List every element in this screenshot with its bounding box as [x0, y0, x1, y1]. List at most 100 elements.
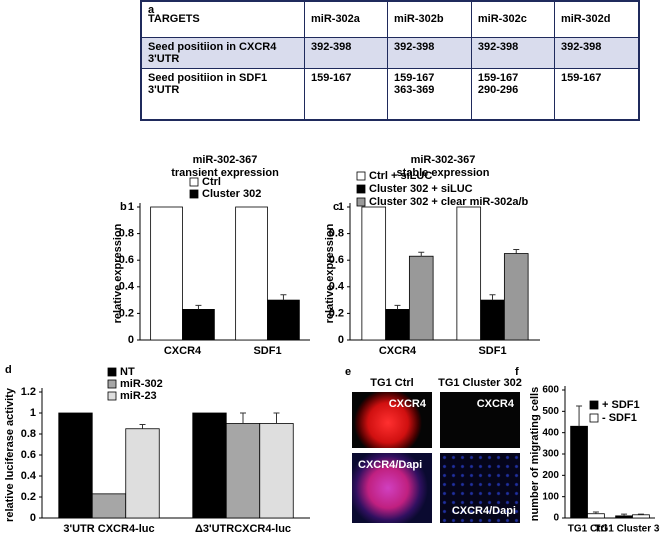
micrograph: CXCR4/Dapi: [440, 453, 520, 523]
x-tick-label: SDF1: [478, 345, 506, 357]
bar: [267, 299, 300, 341]
cell-line: 159-167: [311, 71, 352, 84]
image-label: CXCR4/Dapi: [358, 459, 423, 471]
bar: [503, 253, 529, 341]
header-cell: TARGETS: [140, 0, 305, 38]
y-tick-label: 0.8: [21, 428, 36, 440]
y-axis-label: number of migrating cells: [529, 387, 541, 521]
legend-label: + SDF1: [602, 399, 640, 411]
y-tick-label: 100: [542, 491, 559, 502]
y-tick-label: 0.6: [21, 449, 36, 461]
legend-label: NT: [120, 366, 135, 378]
header-row: TARGETS miR-302a miR-302b miR-302c miR-302d: [140, 0, 640, 38]
cell-line: 363-369: [394, 83, 435, 96]
micrograph: CXCR4/Dapi: [352, 453, 432, 523]
bar: [385, 309, 410, 341]
panel-label: c: [333, 201, 339, 213]
cell-line: 159-167: [477, 71, 519, 84]
bar: [259, 423, 294, 519]
error-bar: [592, 511, 599, 514]
table-cell: 159-167: [553, 67, 640, 121]
x-tick-label: 3'UTR CXCR4-luc: [63, 523, 154, 535]
y-tick-label: 0.8: [119, 228, 134, 240]
table-cell: 159-167 290-296: [470, 67, 555, 121]
y-tick-label: 0: [30, 512, 36, 524]
y-axis-label: relative expression: [324, 223, 336, 323]
y-tick-label: 0: [338, 334, 344, 346]
image-label: CXCR4/Dapi: [451, 505, 516, 517]
column-title: TG1 Cluster 302: [438, 377, 522, 389]
error-bar: [637, 513, 644, 515]
x-tick-label: TG1 Ctrl: [568, 524, 608, 535]
chart-title: miR-302-367: [193, 154, 258, 166]
panel-label: f: [515, 366, 519, 378]
y-tick-label: 0: [128, 334, 134, 346]
table-cell: 392-398: [553, 36, 640, 69]
y-tick-label: 0.6: [329, 254, 344, 266]
bar: [587, 513, 605, 519]
bar: [225, 423, 261, 519]
table-cell: 392-398: [303, 36, 389, 69]
legend-swatch: [107, 391, 117, 401]
y-tick-label: 600: [542, 385, 559, 396]
image-label: CXCR4: [388, 398, 426, 410]
targets-table: TARGETS miR-302a miR-302b miR-302c miR-302d S…: [140, 0, 640, 121]
y-tick-label: 0.4: [119, 281, 135, 293]
bar: [192, 412, 227, 519]
x-tick-label: Δ3'UTRCXCR4-luc: [195, 523, 291, 535]
cell-line: 159-167: [560, 71, 602, 84]
header-cell: miR-302d: [553, 0, 640, 38]
bar: [456, 206, 482, 341]
y-tick-label: 1: [338, 201, 344, 213]
x-tick-label: TG1 Cluster 302: [594, 524, 660, 535]
y-tick-label: 0.2: [329, 307, 344, 319]
error-bar: [394, 304, 401, 310]
error-bar: [240, 412, 246, 424]
header-cell: miR-302c: [470, 0, 555, 38]
y-tick-label: 400: [542, 427, 559, 438]
y-tick-label: 1: [30, 407, 36, 419]
table-cell: 392-398: [387, 36, 472, 69]
legend-swatch: [356, 184, 366, 194]
legend-swatch: [356, 171, 366, 181]
legend-label: - SDF1: [602, 412, 637, 424]
legend-swatch: [589, 400, 599, 410]
table-row: Seed positiion in CXCR4 3'UTR 392-398 392-…: [140, 36, 640, 69]
bar: [125, 428, 160, 519]
bar: [408, 255, 434, 341]
chart-title: stable expression: [397, 167, 490, 179]
legend-label: Cluster 302: [202, 188, 261, 200]
image-label: CXCR4: [476, 398, 514, 410]
error-bar: [280, 294, 287, 301]
chart-title: miR-302-367: [411, 154, 476, 166]
x-tick-label: SDF1: [253, 345, 281, 357]
y-tick-label: 500: [542, 406, 559, 417]
cell-line: 392-398: [560, 40, 602, 53]
error-bar: [621, 513, 628, 516]
y-tick-label: 0.2: [119, 307, 134, 319]
legend-label: Ctrl: [202, 176, 221, 188]
y-tick-label: 0.6: [119, 254, 134, 266]
x-tick-label: CXCR4: [379, 345, 417, 357]
error-bar: [195, 304, 202, 310]
cell-line: 290-296: [477, 83, 519, 96]
legend-swatch: [107, 367, 117, 377]
bar: [91, 493, 127, 519]
bar: [570, 425, 588, 519]
table-cell: 392-398: [470, 36, 555, 69]
cell-line: 392-398: [311, 40, 352, 53]
bar: [150, 206, 183, 341]
y-tick-label: 300: [542, 449, 559, 460]
bar: [632, 514, 650, 519]
cell-line: 392-398: [394, 40, 435, 53]
bar: [58, 412, 93, 519]
legend-swatch: [189, 177, 199, 187]
error-bar: [273, 412, 280, 424]
panel-label: d: [5, 364, 12, 376]
y-tick-label: 1.2: [21, 386, 36, 398]
legend-label: Cluster 302 + siLUC: [369, 183, 473, 195]
legend-swatch: [356, 197, 366, 207]
header-cell: miR-302a: [303, 0, 389, 38]
y-tick-label: 0.2: [21, 491, 36, 503]
